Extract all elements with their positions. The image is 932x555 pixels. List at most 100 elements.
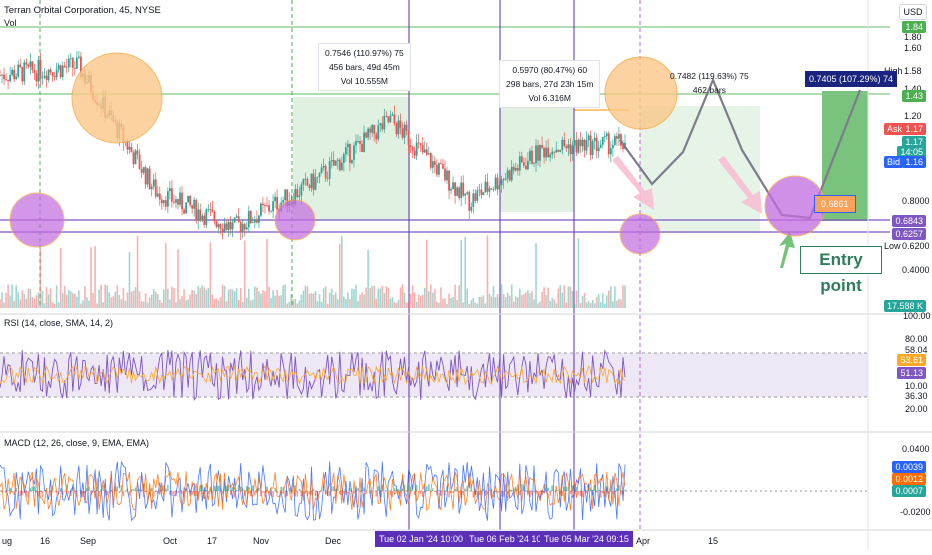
candle-body	[315, 177, 317, 189]
volume-bar	[165, 243, 167, 308]
macd-hist-bar	[313, 489, 315, 491]
volume-bar	[181, 296, 183, 308]
candle-body	[428, 153, 430, 154]
candle-body	[169, 188, 171, 191]
macd-hist-bar	[357, 488, 359, 491]
candle-body	[515, 168, 517, 171]
volume-bar	[60, 248, 62, 308]
volume-bar	[394, 302, 396, 308]
candle-body	[66, 67, 68, 68]
candle-body	[207, 209, 209, 210]
candle-body	[179, 193, 181, 205]
candle-body	[1, 75, 3, 76]
macd-hist-bar	[596, 491, 598, 492]
macd-hist-bar	[434, 491, 436, 492]
candle-body	[44, 76, 46, 78]
price-tag: 1.43	[902, 90, 926, 102]
volume-bar	[408, 301, 410, 308]
candle-body	[398, 120, 400, 134]
candle-body	[367, 129, 369, 138]
candle-body	[535, 145, 537, 163]
candle-body	[183, 209, 185, 213]
volume-bar	[335, 292, 337, 308]
candle-body	[145, 167, 147, 184]
volume-bar	[594, 303, 596, 308]
volume-bar	[333, 295, 335, 308]
candle-body	[464, 194, 466, 196]
volume-bar	[309, 294, 311, 308]
volume-bar	[418, 294, 420, 308]
volume-bar	[258, 291, 260, 308]
candle-body	[236, 216, 238, 217]
rsi-tag: 51.13	[897, 367, 926, 379]
volume-bar	[208, 288, 210, 308]
candle-body	[319, 173, 321, 177]
volume-bar	[185, 300, 187, 308]
volume-bar	[286, 304, 288, 308]
volume-bar	[252, 299, 254, 308]
volume-bar	[88, 301, 90, 308]
candle-body	[472, 193, 474, 206]
volume-bar	[246, 298, 248, 308]
volume-bar	[270, 298, 272, 308]
volume-bar	[420, 296, 422, 308]
candle-body	[505, 178, 507, 179]
volume-bar	[606, 295, 608, 308]
candle-body	[594, 138, 596, 141]
volume-bar	[485, 304, 487, 308]
volume-bar	[390, 299, 392, 308]
price-tag: 0.6257	[892, 228, 926, 240]
volume-bar	[491, 297, 493, 308]
volume-bar	[475, 303, 477, 308]
volume-bar	[381, 286, 383, 308]
macd-hist-bar	[262, 491, 264, 493]
candle-body	[64, 66, 66, 67]
volume-bar	[404, 293, 406, 308]
volume-bar	[30, 289, 32, 308]
volume-bar	[114, 292, 116, 308]
volume-bar	[3, 302, 5, 308]
macd-hist-bar	[570, 491, 572, 494]
candle-body	[565, 146, 567, 148]
volume-bar	[183, 289, 185, 308]
candle-body	[517, 168, 519, 170]
volume-bar	[618, 299, 620, 308]
candle-body	[410, 145, 412, 147]
volume-bar	[230, 289, 232, 308]
volume-bar	[555, 303, 557, 308]
candle-body	[541, 145, 543, 148]
candle-body	[262, 204, 264, 205]
volume-bar	[157, 294, 159, 308]
macd-hist-bar	[533, 491, 535, 492]
candle-body	[345, 147, 347, 154]
volume-bar	[537, 303, 539, 308]
candle-body	[426, 149, 428, 154]
volume-bar	[365, 288, 367, 308]
candle-body	[276, 197, 278, 210]
macd-hist-bar	[305, 491, 307, 494]
candle-body	[363, 133, 365, 152]
candle-body	[78, 57, 80, 58]
volume-bar	[108, 292, 110, 308]
macd-hist-bar	[236, 490, 238, 491]
measure-2-line-3: Vol 6.316M	[506, 91, 593, 105]
macd-hist-bar	[519, 491, 521, 495]
candle-body	[62, 66, 64, 77]
volume-bar	[396, 303, 398, 308]
candle-body	[351, 160, 353, 163]
volume-bar	[266, 239, 268, 308]
volume-bar	[624, 285, 626, 308]
volume-bar	[222, 285, 224, 308]
candle-body	[141, 169, 143, 173]
volume-bar	[210, 242, 212, 308]
macd-hist-bar	[106, 491, 108, 495]
candle-body	[165, 200, 167, 206]
candle-body	[149, 169, 151, 189]
volume-bar	[347, 292, 349, 308]
volume-bar	[489, 294, 491, 308]
currency-button[interactable]: USD	[899, 4, 927, 20]
candle-body	[485, 182, 487, 192]
candle-body	[422, 145, 424, 152]
candle-body	[218, 224, 220, 227]
macd-hist-bar	[0, 490, 1, 491]
